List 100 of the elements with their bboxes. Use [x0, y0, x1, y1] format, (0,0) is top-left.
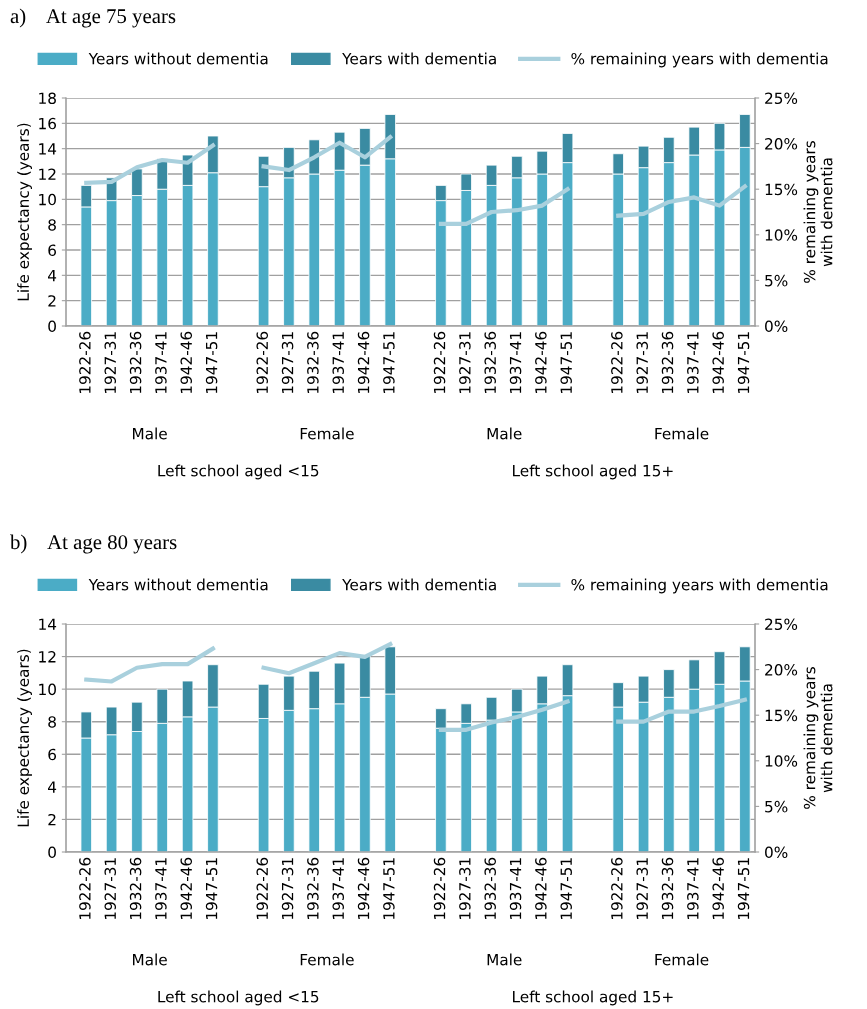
legend-label: Years with dementia [342, 578, 496, 591]
y2-tick-label: 25% [765, 618, 798, 631]
x-tick-label: 1927-31 [459, 858, 471, 920]
y2-tick-label: 10% [765, 229, 798, 241]
x-tick-label: 1937-41 [155, 332, 167, 394]
x-tick-label: 1932-36 [307, 331, 319, 394]
x-tick-label: 1927-31 [104, 858, 117, 920]
text: Female [300, 427, 354, 440]
text: Male [487, 427, 522, 440]
x-tick-label: 1942-46 [712, 857, 724, 920]
x-tick-label: 1947-51 [737, 858, 750, 920]
y2-tick-label: 25% [765, 92, 798, 105]
x-tick-label: 1932-36 [661, 857, 674, 920]
x-tick-label: 1932-36 [484, 331, 496, 394]
x-tick-label: 1922-26 [79, 331, 91, 394]
y-tick-label: 8 [48, 219, 56, 231]
y2-tick-label: 5% [765, 800, 788, 813]
text: Female [300, 953, 354, 966]
x-tick-label: 1927-31 [104, 332, 117, 394]
chart-title: b) At age 80 years [10, 534, 177, 554]
x-tick-label: 1922-26 [433, 857, 446, 920]
text: Female [655, 953, 709, 966]
x-tick-label: 1942-46 [535, 857, 547, 920]
x-tick-label: 1927-31 [281, 858, 294, 920]
x-tick-label: 1937-41 [687, 332, 699, 394]
chart-title: a) At age 75 years [10, 8, 176, 28]
legend-label: Years without dementia [88, 578, 268, 591]
x-tick-label: 1947-51 [205, 858, 218, 920]
legend-label: Years without dementia [88, 52, 268, 65]
y-tick-label: 10 [39, 193, 56, 206]
x-tick-label: 1947-51 [383, 858, 395, 920]
y-tick-label: 14 [39, 618, 57, 630]
x-tick-label: 1947-51 [737, 332, 750, 394]
y-tick-label: 4 [48, 781, 57, 793]
x-tick-label: 1927-31 [459, 332, 471, 394]
x-tick-label: 1932-36 [661, 331, 674, 394]
x-tick-label: 1932-36 [129, 331, 142, 394]
y-tick-label: 16 [39, 117, 57, 130]
y-tick-label: 0 [48, 846, 56, 859]
legend-label: Years with dementia [342, 52, 496, 65]
x-tick-label: 1937-41 [509, 332, 522, 394]
x-tick-label: 1922-26 [611, 857, 623, 920]
x-tick-label: 1937-41 [332, 858, 345, 920]
text: Male [133, 953, 167, 966]
text: Left school aged 15+ [513, 464, 673, 480]
x-tick-label: 1932-36 [129, 857, 142, 920]
y-tick-label: 2 [48, 813, 56, 826]
y-tick-label: 6 [48, 748, 57, 761]
y2-axis-title: % remaining years with dementia [803, 141, 833, 283]
x-tick-label: 1937-41 [332, 332, 345, 394]
x-tick-label: 1942-46 [357, 857, 370, 920]
y-tick-label: 0 [48, 320, 56, 333]
y2-tick-label: 0% [765, 320, 788, 333]
legend-label: % remaining years with dementia [571, 52, 828, 68]
x-tick-label: 1937-41 [687, 858, 699, 920]
text: Male [133, 427, 167, 440]
x-tick-label: 1927-31 [636, 332, 648, 394]
text: Left school aged 15+ [513, 990, 673, 1006]
y-axis-title: Life expectancy (years) [17, 123, 32, 301]
x-tick-label: 1922-26 [611, 331, 623, 394]
x-tick-label: 1922-26 [79, 857, 91, 920]
x-tick-label: 1947-51 [560, 858, 572, 920]
y-tick-label: 10 [39, 683, 56, 696]
x-tick-label: 1947-51 [560, 332, 572, 394]
x-tick-label: 1942-46 [535, 331, 547, 394]
y2-tick-label: 0% [765, 846, 788, 859]
x-tick-label: 1932-36 [484, 857, 496, 920]
x-tick-label: 1922-26 [433, 331, 446, 394]
text: Female [655, 427, 709, 440]
y-tick-label: 14 [39, 143, 57, 155]
y-tick-label: 8 [48, 716, 56, 728]
y-tick-label: 4 [48, 270, 57, 282]
y2-axis-title: % remaining years with dementia [803, 667, 833, 809]
y-tick-label: 18 [39, 92, 56, 105]
x-tick-label: 1937-41 [509, 858, 522, 920]
x-tick-label: 1942-46 [180, 331, 193, 394]
x-tick-label: 1937-41 [155, 858, 167, 920]
x-tick-label: 1922-26 [256, 857, 269, 920]
x-tick-label: 1942-46 [712, 331, 724, 394]
x-tick-label: 1942-46 [180, 857, 193, 920]
y-axis-title: Life expectancy (years) [17, 649, 32, 827]
y-tick-label: 6 [48, 244, 57, 257]
y2-tick-label: 20% [765, 138, 798, 150]
x-tick-label: 1927-31 [281, 332, 294, 394]
y2-tick-label: 15% [765, 709, 798, 722]
y2-tick-label: 5% [765, 274, 788, 287]
x-tick-label: 1942-46 [357, 331, 370, 394]
text: Left school aged <15 [158, 990, 319, 1006]
x-tick-label: 1947-51 [205, 332, 218, 394]
y-tick-label: 12 [39, 168, 56, 180]
x-tick-label: 1947-51 [383, 332, 395, 394]
x-tick-label: 1922-26 [256, 331, 269, 394]
y2-tick-label: 20% [765, 664, 798, 676]
text: Male [487, 953, 522, 966]
y2-tick-label: 10% [765, 755, 798, 767]
x-tick-label: 1927-31 [636, 858, 648, 920]
legend-label: % remaining years with dementia [571, 578, 828, 594]
y-tick-label: 2 [48, 295, 56, 307]
text: Left school aged <15 [158, 464, 319, 480]
x-tick-label: 1932-36 [307, 857, 319, 920]
